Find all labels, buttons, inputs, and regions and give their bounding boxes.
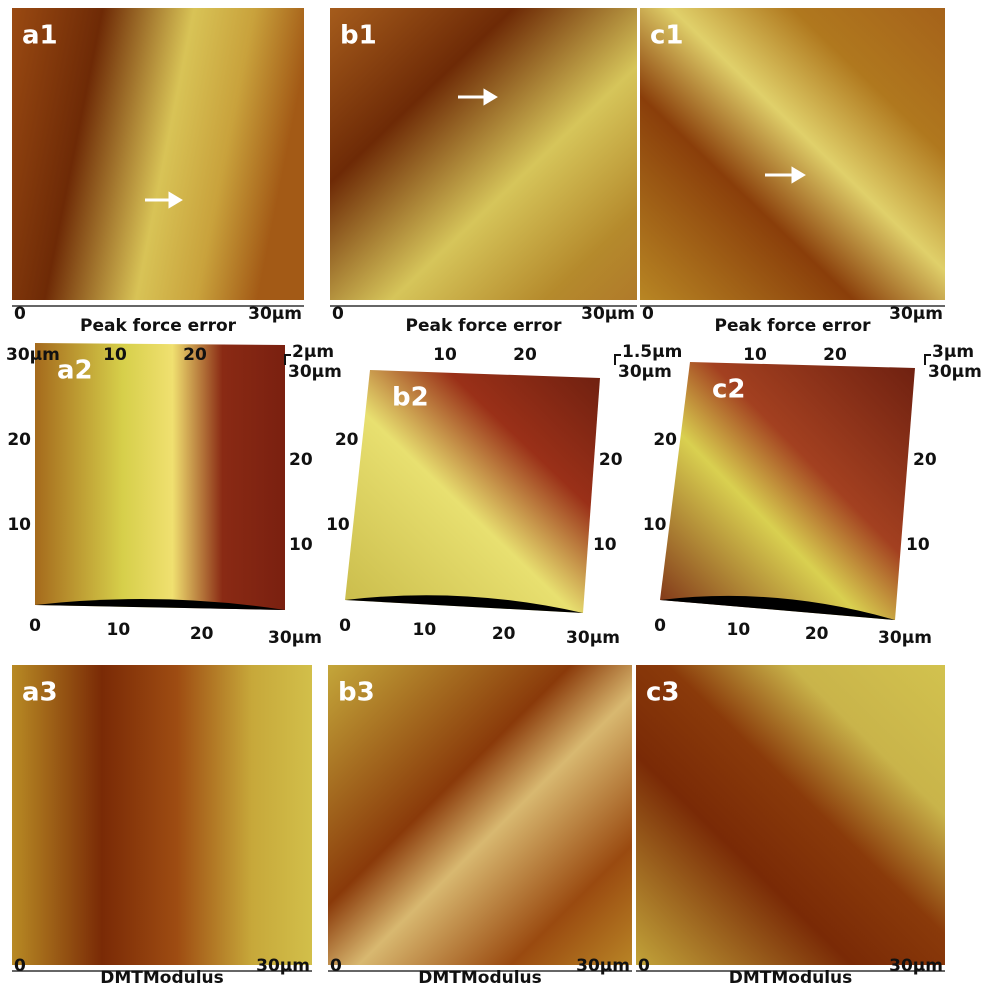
caption: DMTModulus — [100, 968, 224, 988]
tick-label: 20 — [190, 624, 214, 644]
tick-label: 20 — [599, 450, 623, 470]
panel-label: c1 — [650, 21, 684, 51]
z-scale: 1.5µm — [622, 342, 682, 362]
scale-end: 30µm — [889, 304, 943, 324]
panel-label: a1 — [22, 21, 58, 51]
axis-label: 30µm — [928, 362, 982, 382]
caption: Peak force error — [714, 316, 871, 336]
scale-start: 0 — [330, 956, 342, 976]
tick-label: 10 — [906, 535, 930, 555]
tick-label: 20 — [913, 450, 937, 470]
afm-image — [328, 665, 632, 965]
tick-label: 30µm — [878, 628, 932, 648]
scale-start: 0 — [14, 956, 26, 976]
tick-label: 20 — [653, 430, 677, 450]
tick-label: 20 — [183, 345, 207, 365]
afm-image — [330, 8, 637, 300]
scale-start: 0 — [14, 304, 26, 324]
tick-label: 30µm — [566, 628, 620, 648]
caption: DMTModulus — [418, 968, 542, 988]
axis-label: 30µm — [6, 345, 60, 365]
tick-label: 20 — [492, 624, 516, 644]
caption: Peak force error — [80, 316, 237, 336]
z-scale: 3µm — [932, 342, 974, 362]
scale-end: 30µm — [581, 304, 635, 324]
panel-label: c2 — [712, 375, 746, 405]
tick-label: 20 — [805, 624, 829, 644]
scale-end: 30µm — [256, 956, 310, 976]
tick-label: 10 — [643, 515, 667, 535]
tick-label: 10 — [412, 620, 436, 640]
panel-label: b2 — [392, 383, 429, 413]
tick-label: 20 — [289, 450, 313, 470]
z-scale: 2µm — [292, 342, 334, 362]
axis-label: 30µm — [288, 362, 342, 382]
scale-start: 0 — [332, 304, 344, 324]
tick-label: 10 — [726, 620, 750, 640]
scale-end: 30µm — [248, 304, 302, 324]
tick-label: 0 — [339, 616, 351, 636]
scale-end: 30µm — [889, 956, 943, 976]
tick-label: 20 — [335, 430, 359, 450]
tick-label: 10 — [289, 535, 313, 555]
panel-label: c3 — [646, 678, 680, 708]
tick-label: 10 — [103, 345, 127, 365]
tick-label: 10 — [593, 535, 617, 555]
panel-label: b3 — [338, 678, 375, 708]
figure: a1 0 30µm Peak force error b1 0 30µm Peak force… — [0, 0, 989, 990]
tick-label: 20 — [823, 345, 847, 365]
afm-image — [12, 8, 304, 300]
tick-label: 20 — [7, 430, 31, 450]
afm-image — [636, 665, 945, 965]
caption: Peak force error — [405, 316, 562, 336]
tick-label: 0 — [29, 616, 41, 636]
tick-label: 10 — [743, 345, 767, 365]
tick-label: 10 — [7, 515, 31, 535]
panel-label: a3 — [22, 678, 58, 708]
tick-label: 30µm — [268, 628, 322, 648]
tick-label: 10 — [326, 515, 350, 535]
scale-start: 0 — [638, 956, 650, 976]
scale-start: 0 — [642, 304, 654, 324]
caption: DMTModulus — [729, 968, 853, 988]
afm-image — [640, 8, 945, 300]
afm-image — [12, 665, 312, 965]
axis-label: 30µm — [618, 362, 672, 382]
scale-end: 30µm — [576, 956, 630, 976]
tick-label: 20 — [513, 345, 537, 365]
afm-3d-surface — [345, 370, 600, 613]
tick-label: 0 — [654, 616, 666, 636]
panel-label: a2 — [57, 356, 93, 386]
afm-3d-surface — [660, 362, 915, 620]
tick-label: 10 — [106, 620, 130, 640]
tick-label: 10 — [433, 345, 457, 365]
panel-label: b1 — [340, 21, 377, 51]
